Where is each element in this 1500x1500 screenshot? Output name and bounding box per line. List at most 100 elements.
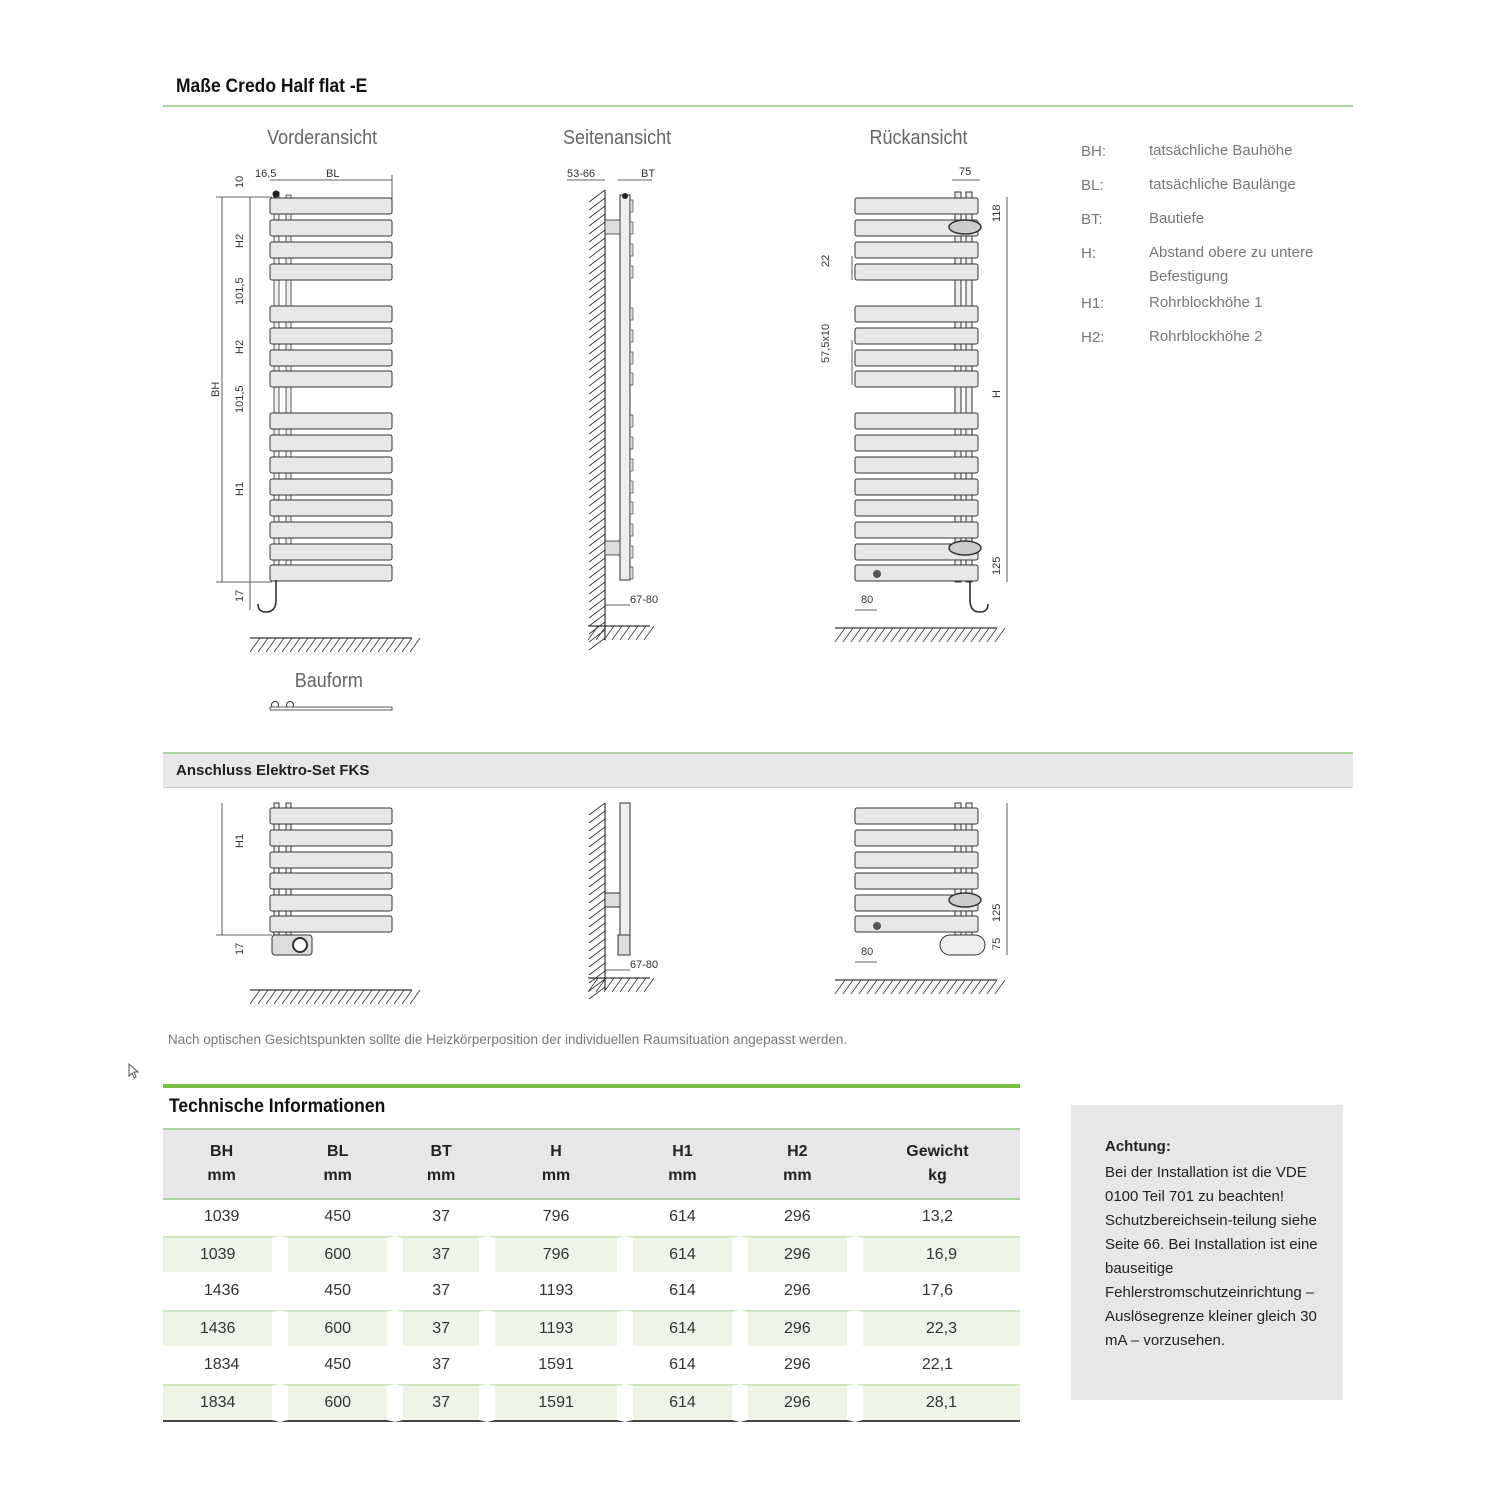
drawing-line [954, 979, 966, 995]
radiator-bar [269, 327, 393, 345]
drawing-line [305, 989, 317, 1005]
drawing-line [588, 229, 606, 243]
drawing-line [588, 589, 606, 603]
drawing-line [619, 977, 631, 993]
drawing-line [588, 397, 606, 411]
table-cell: 16,9 [854, 1236, 1020, 1274]
dim-label: 101,5 [234, 277, 246, 305]
drawing-line [588, 850, 606, 864]
power-cable [257, 580, 277, 613]
dim-label: 80 [861, 946, 873, 958]
drawing-line [922, 979, 934, 995]
section-title: Anschluss Elektro-Set FKS [176, 762, 370, 779]
drawing-line [994, 627, 1006, 643]
bar-edge [629, 480, 634, 494]
drawing-line [588, 858, 606, 872]
drawing-line [922, 627, 934, 643]
drawing-line [858, 627, 870, 643]
drawing-line [588, 493, 606, 507]
table-cell: 614 [624, 1274, 740, 1310]
bar-edge [629, 329, 634, 343]
drawing-line [898, 627, 910, 643]
radiator-bar [854, 807, 979, 825]
table-cell: 296 [739, 1348, 855, 1384]
drawing-line [588, 477, 606, 491]
radiator-bar [854, 915, 979, 933]
drawing-line [986, 979, 998, 995]
radiator-bar [854, 434, 979, 452]
drawing-line [834, 627, 846, 643]
table-row: 1834 450 37 1591 614 296 22,1 [163, 1348, 1020, 1384]
table-cell: 796 [487, 1236, 625, 1274]
drawing-line [588, 914, 606, 928]
drawing-line [588, 245, 606, 259]
radiator-bar [854, 499, 979, 517]
drawing-line [588, 541, 606, 555]
table-cell: 1039 [163, 1200, 281, 1236]
wall-bracket [948, 892, 982, 908]
column-header: BH mm [163, 1128, 281, 1200]
drawing-line [588, 810, 606, 824]
table-cell: 1834 [163, 1348, 281, 1384]
drawing-line [588, 221, 606, 235]
table-cell: 614 [624, 1200, 740, 1236]
profile [269, 706, 393, 711]
drawing-line [588, 898, 606, 912]
radiator-bar [269, 219, 393, 237]
drawing-line [946, 627, 958, 643]
drawing-line [643, 625, 655, 641]
dim-label: H2 [234, 234, 246, 248]
drawing-line [297, 989, 309, 1005]
radiator-bar [269, 543, 393, 561]
drawing-line [643, 977, 655, 993]
legend-key: H1: [1081, 295, 1105, 312]
drawing-line [588, 954, 606, 968]
drawing-line [588, 341, 606, 355]
drawing-line [361, 637, 373, 653]
table-cell: 614 [624, 1348, 740, 1384]
column-header: H1 mm [624, 1128, 740, 1200]
drawing-line [588, 349, 606, 363]
drawing-line [587, 977, 599, 993]
table-cell: 1193 [487, 1310, 625, 1348]
radiator-bar [854, 829, 979, 847]
bar-edge [629, 243, 634, 257]
drawing-line [313, 637, 325, 653]
drawing-line [595, 977, 607, 993]
drawing-line [890, 627, 902, 643]
drawing-line [588, 405, 606, 419]
drawing-line [257, 989, 269, 1005]
drawing-line [588, 309, 606, 323]
drawing-line [588, 573, 606, 587]
drawing-line [588, 413, 606, 427]
drawing-line [588, 970, 606, 984]
legend-value: tatsächliche Bauhöhe [1149, 142, 1293, 159]
table-cell: 450 [280, 1274, 396, 1310]
view-title-front: Vorderansicht [267, 127, 378, 149]
warning-text: Bei der Installation ist die VDE 0100 Te… [1105, 1164, 1318, 1349]
drawing-line [588, 253, 606, 267]
dim-label: 67-80 [630, 959, 658, 971]
radiator-bar [269, 851, 393, 869]
drawing-line [635, 625, 647, 641]
drawing-line [249, 637, 261, 653]
drawing-line [588, 938, 606, 952]
drawing-line [970, 627, 982, 643]
drawing-line [938, 627, 950, 643]
drawing-line [588, 842, 606, 856]
legend-value: Rohrblockhöhe 2 [1149, 328, 1263, 345]
drawing-line [842, 979, 854, 995]
table-cell: 1436 [163, 1274, 281, 1310]
drawing-line [850, 627, 862, 643]
drawing-line [588, 237, 606, 251]
drawing-line [305, 637, 317, 653]
table-cell: 600 [280, 1310, 396, 1348]
fks-drawings [216, 802, 1008, 1005]
dim-label: 16,5 [255, 168, 276, 180]
table-cell: 600 [280, 1384, 396, 1422]
drawing-line [588, 469, 606, 483]
dim-label: 17 [234, 590, 246, 602]
bauform-drawing [269, 701, 393, 711]
technical-drawings: 10 16,5 BL H2 101,5 H2 101,5 BH H1 17 53… [210, 166, 1008, 1005]
drawing-line [588, 890, 606, 904]
